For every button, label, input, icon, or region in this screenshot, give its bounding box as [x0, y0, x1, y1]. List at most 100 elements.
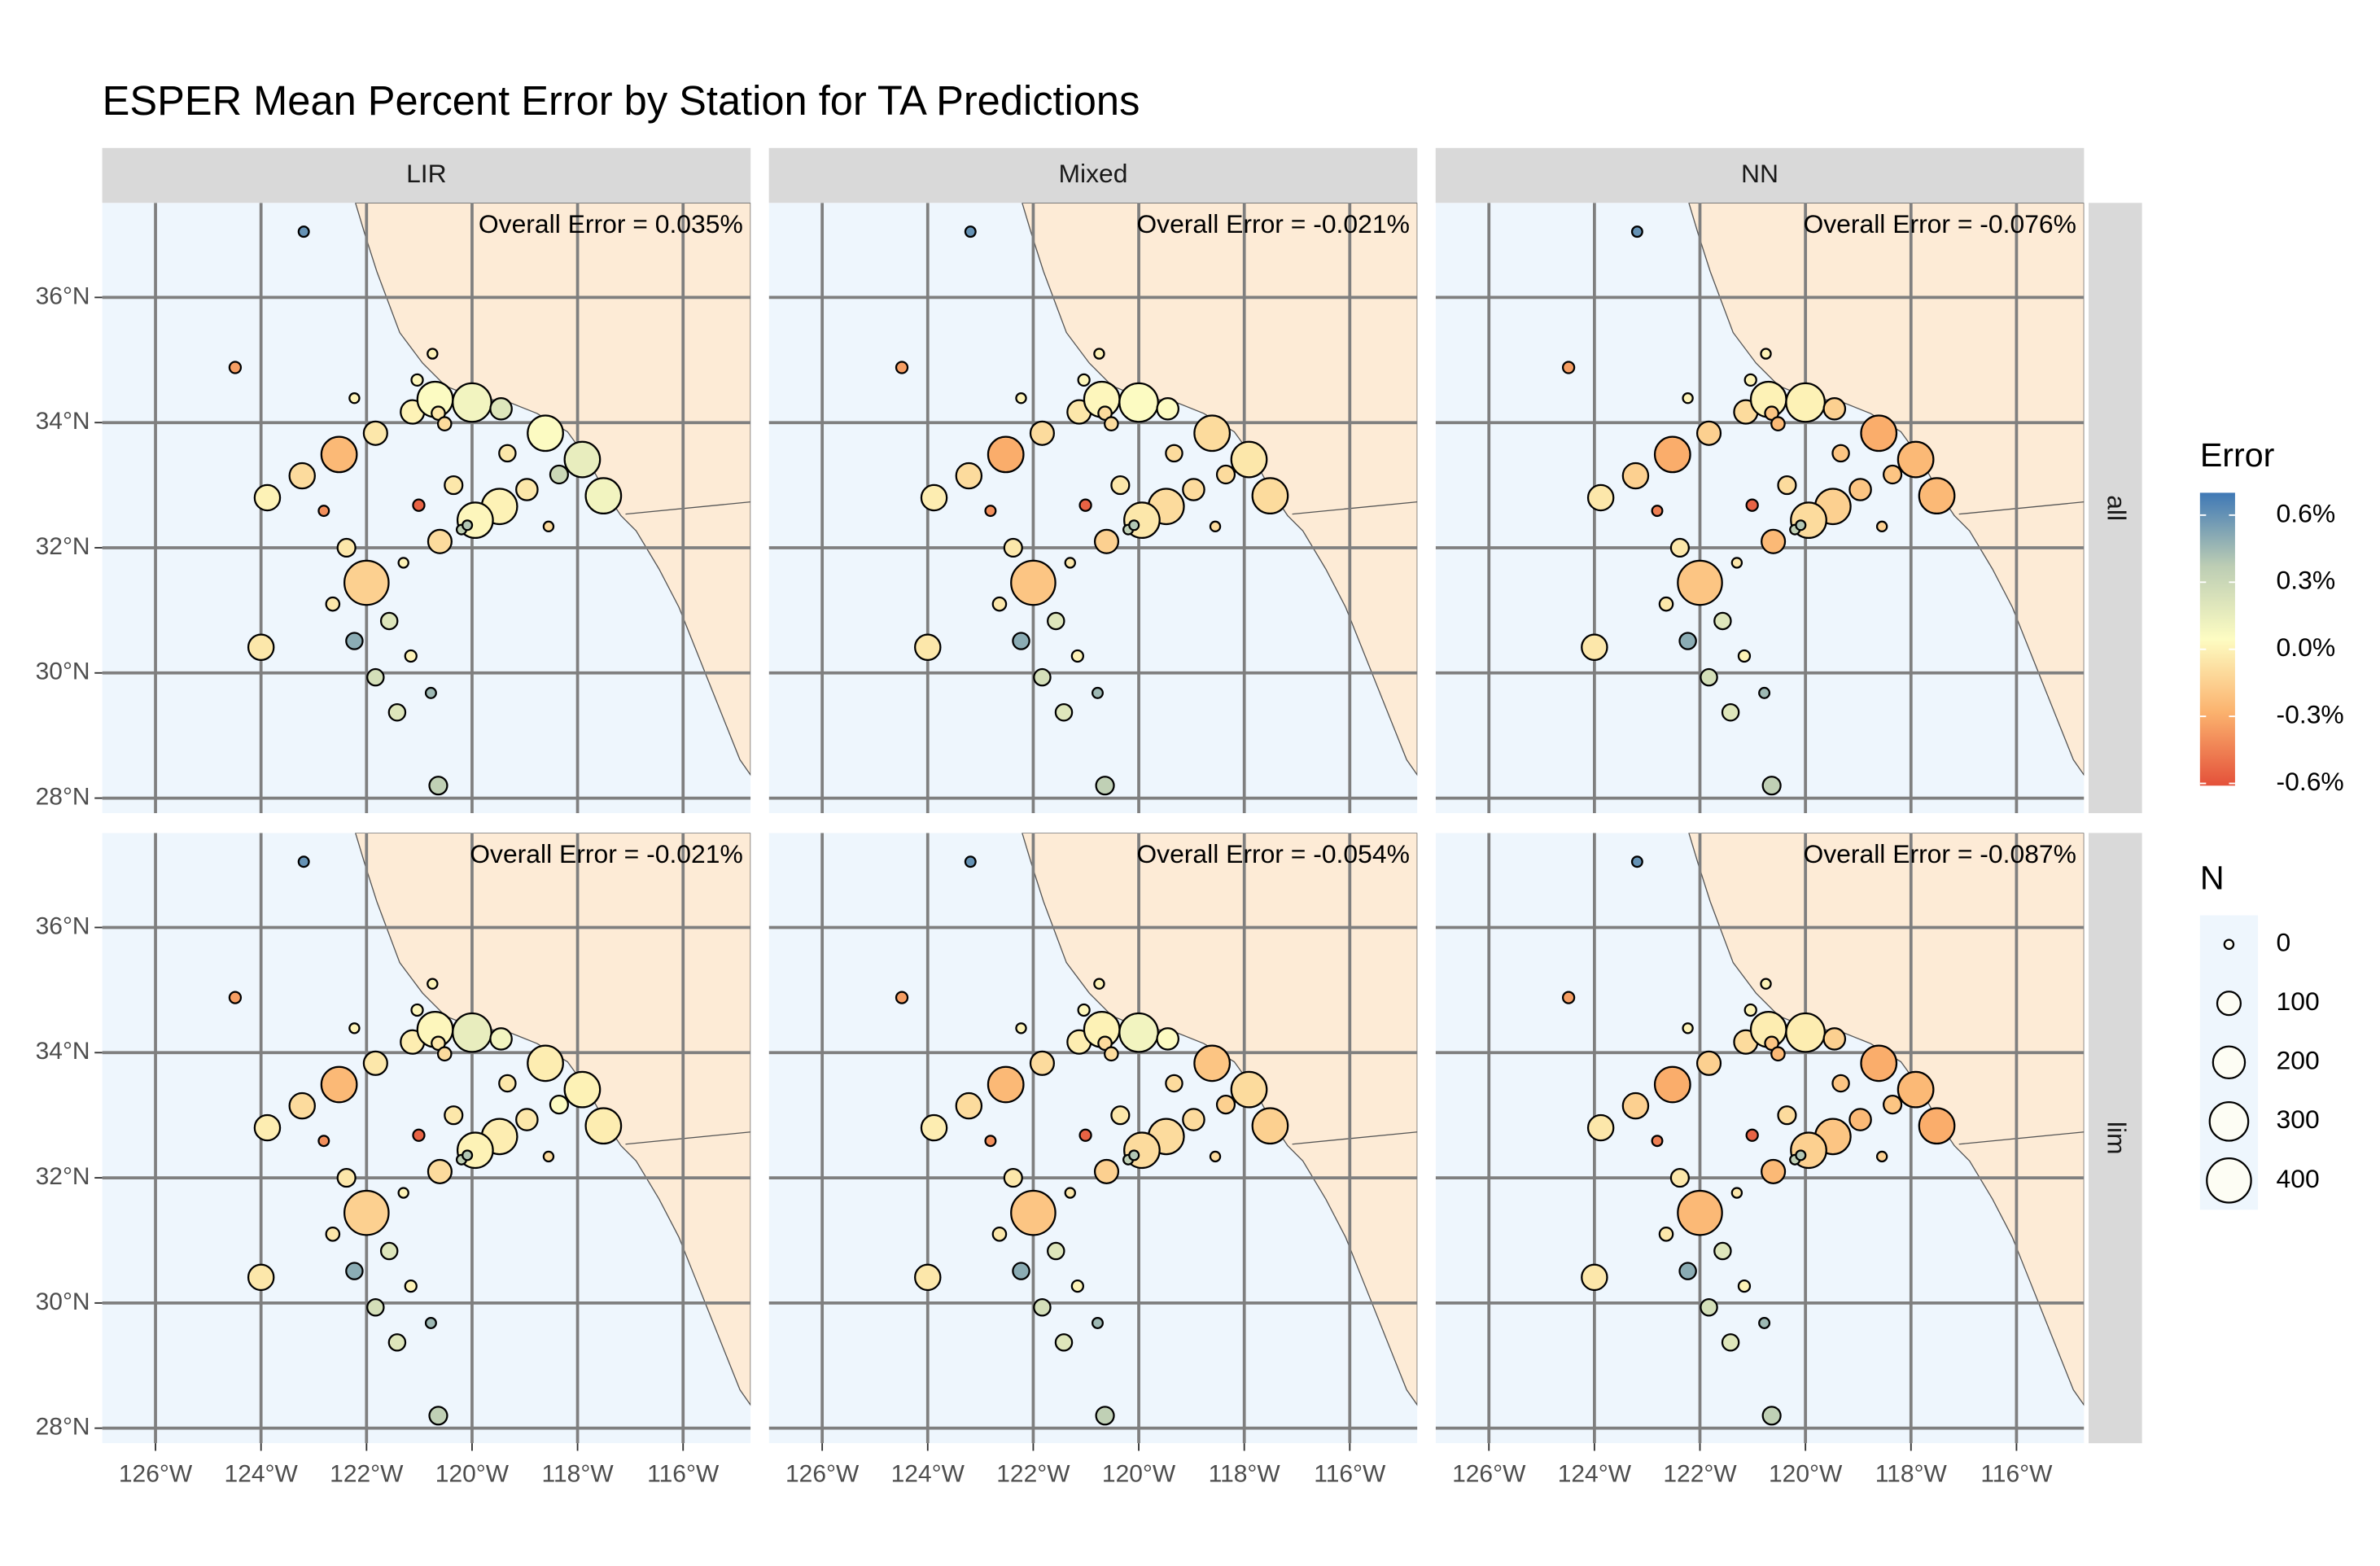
- border: [1958, 1131, 2085, 1145]
- station-point: [1761, 1406, 1782, 1426]
- station-point: [1064, 557, 1076, 569]
- x-tick-label: 116°W: [1980, 1460, 2053, 1487]
- station-point: [1760, 978, 1772, 990]
- border: [1958, 501, 2085, 515]
- station-point: [1077, 1003, 1091, 1017]
- x-tick-label: 122°W: [1663, 1460, 1737, 1487]
- station-point: [1230, 440, 1268, 479]
- station-point: [1621, 461, 1650, 490]
- annotation: Overall Error = -0.076%: [1803, 209, 2076, 238]
- station-point: [320, 1065, 358, 1104]
- station-point: [1029, 420, 1055, 446]
- station-point: [914, 1263, 942, 1292]
- legend-label: 100: [2277, 986, 2320, 1016]
- station-point: [964, 225, 977, 238]
- y-tick-label: 34°N: [36, 408, 90, 435]
- legend-key: [2216, 991, 2242, 1017]
- x-tick-label: 124°W: [891, 1460, 965, 1487]
- facet-strip: [1435, 147, 2085, 203]
- station-point: [1737, 649, 1752, 663]
- station-point: [410, 373, 424, 387]
- station-point: [1758, 686, 1771, 699]
- facet-label: Mixed: [1058, 159, 1127, 188]
- station-point: [1104, 416, 1119, 432]
- station-point: [1721, 702, 1740, 722]
- annotation: Overall Error = -0.054%: [1136, 839, 1410, 868]
- station-point: [247, 1263, 275, 1292]
- border: [625, 1131, 751, 1145]
- station-point: [1918, 1107, 1956, 1145]
- legend-key: [2208, 1100, 2250, 1142]
- station-point: [914, 633, 942, 661]
- legend-key: [2206, 1157, 2252, 1204]
- station-point: [1581, 633, 1608, 661]
- station-point: [1677, 1189, 1723, 1236]
- station-point: [427, 528, 453, 554]
- colorbar-label: -0.6%: [2277, 767, 2344, 796]
- station-point: [498, 1074, 517, 1093]
- station-point: [1182, 478, 1205, 501]
- x-tick-label: 122°W: [330, 1460, 404, 1487]
- station-point: [1785, 1012, 1826, 1053]
- y-tick-label: 36°N: [36, 912, 90, 939]
- annotation: Overall Error = -0.021%: [1136, 209, 1410, 238]
- station-point: [343, 559, 390, 606]
- station-point: [1015, 392, 1027, 405]
- station-point: [1561, 361, 1576, 374]
- x-tick-label: 120°W: [1102, 1460, 1176, 1487]
- station-point: [1092, 686, 1104, 699]
- station-point: [1713, 611, 1732, 631]
- station-point: [920, 1113, 948, 1142]
- station-point: [1078, 1128, 1092, 1142]
- station-point: [1156, 1027, 1179, 1051]
- station-point: [1883, 1095, 1903, 1115]
- y-tick-label: 28°N: [36, 783, 90, 810]
- station-point: [1209, 520, 1222, 533]
- station-point: [1033, 667, 1052, 687]
- facet-strip: [102, 147, 751, 203]
- station-point: [1761, 528, 1787, 554]
- y-tick-label: 32°N: [36, 1163, 90, 1190]
- station-point: [563, 1070, 602, 1109]
- station-point: [1678, 632, 1697, 650]
- station-point: [1760, 348, 1772, 360]
- x-tick-label: 116°W: [1314, 1460, 1386, 1487]
- station-point: [955, 1091, 983, 1120]
- station-point: [348, 1022, 361, 1035]
- station-point: [404, 1279, 418, 1293]
- station-point: [984, 505, 997, 518]
- station-point: [1029, 1050, 1055, 1076]
- station-point: [1010, 559, 1057, 606]
- station-point: [1658, 1226, 1674, 1242]
- facet-label: NN: [1741, 159, 1778, 188]
- facet-label: all: [2102, 495, 2131, 521]
- legend-label: 400: [2277, 1164, 2320, 1193]
- station-point: [563, 440, 602, 479]
- station-point: [1110, 475, 1131, 496]
- station-point: [527, 1044, 564, 1083]
- station-point: [1128, 519, 1140, 531]
- station-point: [1182, 1108, 1205, 1131]
- station-point: [584, 477, 623, 515]
- station-point: [1653, 1065, 1691, 1104]
- station-point: [1093, 528, 1120, 554]
- station-point: [1822, 1027, 1847, 1051]
- station-point: [336, 1168, 357, 1188]
- station-point: [1054, 702, 1074, 722]
- station-point: [397, 1187, 409, 1199]
- station-point: [987, 1065, 1025, 1104]
- station-point: [348, 392, 361, 405]
- station-point: [1093, 978, 1105, 990]
- station-point: [424, 1316, 437, 1329]
- station-point: [1743, 373, 1757, 387]
- legend-key: [2223, 938, 2235, 950]
- station-point: [427, 348, 439, 360]
- station-point: [428, 1406, 448, 1426]
- station-point: [498, 444, 517, 463]
- station-point: [1012, 1262, 1030, 1280]
- station-point: [1918, 477, 1956, 515]
- station-point: [452, 1012, 492, 1053]
- border: [1292, 501, 1418, 515]
- station-point: [1215, 1095, 1236, 1115]
